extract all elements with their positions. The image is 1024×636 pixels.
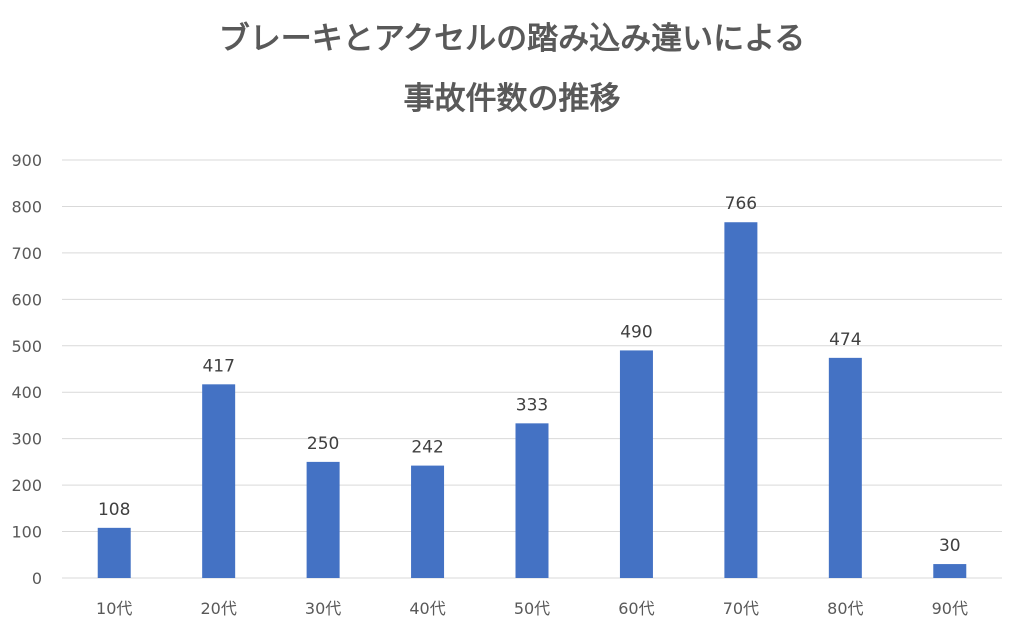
y-tick-label: 800 [11,197,42,216]
x-tick-label: 10代 [96,599,132,618]
y-tick-label: 0 [32,569,42,588]
y-tick-label: 400 [11,383,42,402]
x-tick-label: 40代 [409,599,445,618]
bar [828,357,862,578]
bar-value-label: 242 [411,438,443,458]
bars [97,222,967,579]
x-tick-label: 90代 [932,599,968,618]
bar [202,384,236,578]
x-tick-label: 60代 [618,599,654,618]
bar-value-label: 474 [829,330,861,350]
y-axis-tick-labels: 0 100 200 300 400 500 600 700 800 900 [11,151,42,588]
x-tick-label: 50代 [514,599,550,618]
y-tick-label: 500 [11,337,42,356]
chart-title-line-2: 事故件数の推移 [403,81,621,117]
bar [515,423,549,578]
x-tick-label: 70代 [723,599,759,618]
bar [306,461,340,578]
x-tick-label: 30代 [305,599,341,618]
bar [933,564,967,578]
bar-value-label: 417 [202,356,234,376]
bar [97,527,131,578]
bar-value-label: 333 [516,395,548,415]
bar [724,222,758,579]
y-tick-label: 200 [11,476,42,495]
bar-value-label: 490 [620,322,652,342]
x-axis-tick-labels: 10代 20代 30代 40代 50代 60代 70代 80代 90代 [96,599,968,618]
bar-value-label: 30 [939,536,961,556]
y-tick-label: 700 [11,244,42,263]
data-labels: 108 417 250 242 333 490 766 474 30 [98,194,961,556]
bar-value-label: 250 [307,434,339,454]
bar [619,350,653,578]
x-tick-label: 80代 [827,599,863,618]
bar [411,465,445,578]
y-tick-label: 900 [11,151,42,170]
y-tick-label: 600 [11,290,42,309]
chart-title-line-1: ブレーキとアクセルの踏み込み違いによる [218,21,806,57]
y-tick-label: 300 [11,430,42,449]
bar-value-label: 766 [725,194,757,214]
x-tick-label: 20代 [200,599,236,618]
bar-value-label: 108 [98,500,130,520]
y-tick-label: 100 [11,523,42,542]
